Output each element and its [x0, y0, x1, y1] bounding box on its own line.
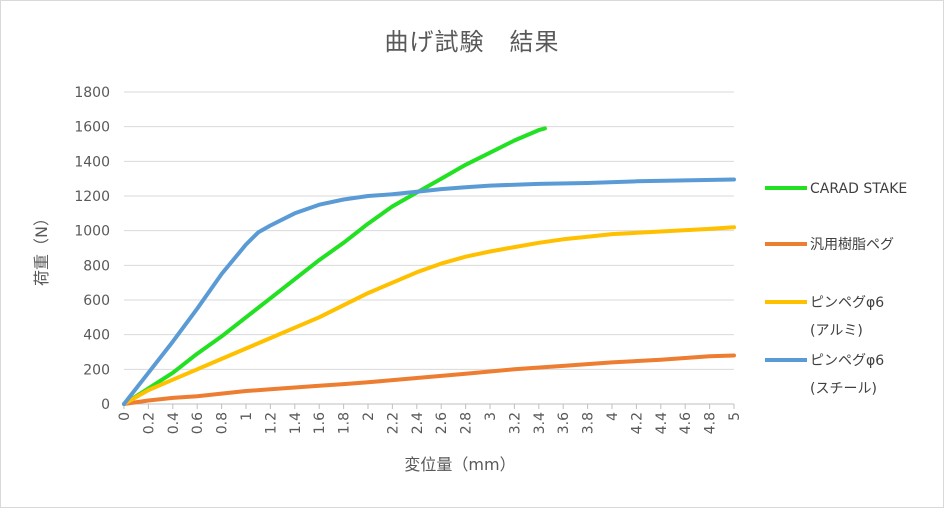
x-tick-label: 1.4	[288, 412, 304, 434]
legend-label: (スチール)	[810, 381, 877, 397]
x-tick-label: 1.6	[312, 412, 328, 434]
x-tick-label: 3	[483, 412, 499, 421]
x-tick-label: 4.2	[629, 412, 645, 434]
x-tick-label: 0.4	[166, 412, 182, 434]
x-tick-label: 1	[239, 412, 255, 421]
x-tick-label: 2.6	[434, 412, 450, 434]
x-tick-label: 5	[727, 412, 743, 421]
y-tick-label: 1200	[74, 189, 110, 205]
legend-label: ピンペグφ6	[810, 295, 884, 311]
x-tick-label: 3.4	[532, 412, 548, 434]
x-tick-label: 3.2	[507, 412, 523, 434]
x-axis-ticks: 0 0.2 0.4 0.6 0.8 1 1.2 1.4 1.6 1.8 2 2.2 2.4 2.6 2.8 3…	[117, 404, 743, 434]
chart-title: 曲げ試験 結果	[384, 28, 560, 56]
series-lines	[122, 126, 736, 406]
x-tick-label: 0	[117, 412, 133, 421]
gridlines	[124, 91, 734, 405]
y-axis-ticks: 0 200 400 600 800 1000 1200 1400 1600 1800	[74, 85, 110, 413]
x-tick-label: 1.8	[337, 412, 353, 434]
x-tick-label: 2	[361, 412, 377, 421]
x-tick-label: 2.4	[410, 412, 426, 434]
x-tick-label: 1.2	[263, 412, 279, 434]
legend-label: ピンペグφ6	[810, 353, 884, 369]
y-tick-label: 600	[83, 293, 110, 309]
y-tick-label: 200	[83, 362, 110, 378]
y-tick-label: 1400	[74, 154, 110, 170]
x-axis-title: 変位量（mm）	[404, 455, 515, 474]
series-line	[122, 126, 547, 406]
y-tick-label: 0	[101, 397, 110, 413]
y-tick-label: 1000	[74, 224, 110, 240]
x-tick-label: 2.2	[385, 412, 401, 434]
x-tick-label: 3.6	[556, 412, 572, 434]
x-tick-label: 3.8	[581, 412, 597, 434]
x-tick-label: 0.8	[215, 412, 231, 434]
x-tick-label: 4.4	[654, 412, 670, 434]
legend-label: 汎用樹脂ペグ	[810, 237, 894, 253]
y-tick-label: 1600	[74, 120, 110, 136]
x-tick-label: 4	[605, 412, 621, 421]
x-tick-label: 0.2	[141, 412, 157, 434]
y-tick-label: 800	[83, 258, 110, 274]
series-line	[122, 177, 736, 406]
y-tick-label: 1800	[74, 85, 110, 101]
x-tick-label: 0.6	[190, 412, 206, 434]
y-tick-label: 400	[83, 328, 110, 344]
x-tick-label: 4.6	[678, 412, 694, 434]
x-tick-label: 4.8	[703, 412, 719, 434]
y-axis-title: 荷重（N）	[32, 210, 51, 286]
series-line	[122, 225, 736, 406]
x-tick-label: 2.8	[459, 412, 475, 434]
legend-label: (アルミ)	[810, 323, 863, 339]
series-line	[122, 353, 736, 406]
legend-label: CARAD STAKE	[810, 181, 907, 197]
